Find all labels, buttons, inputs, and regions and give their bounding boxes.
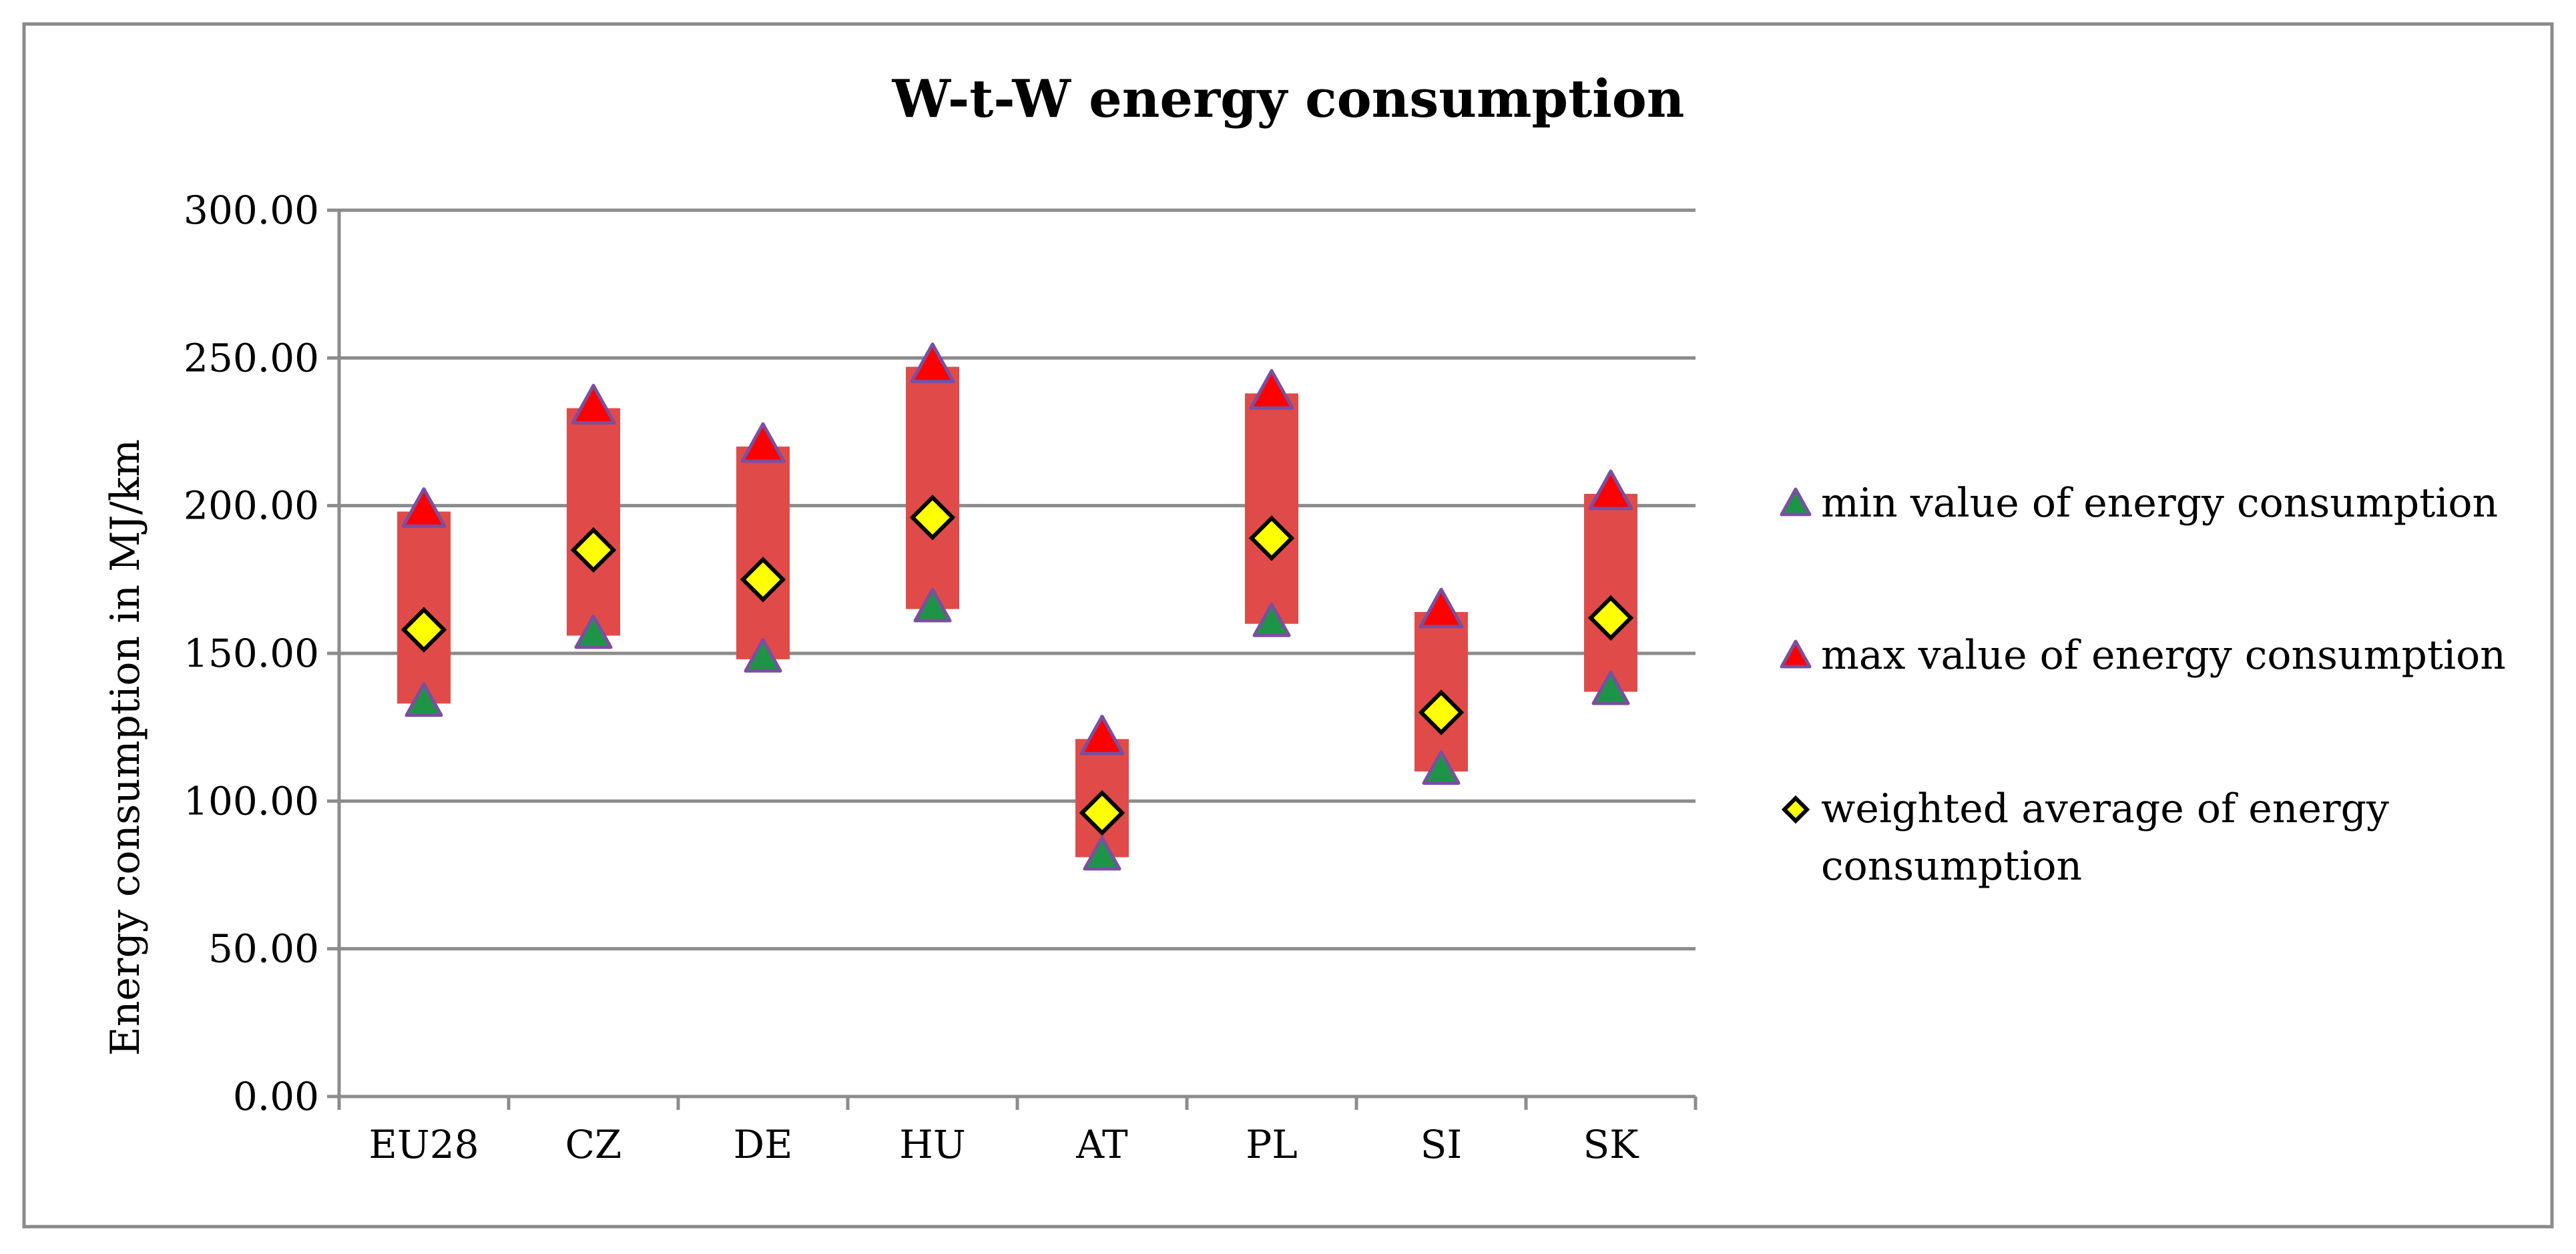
max-marker <box>1079 714 1125 755</box>
legend-min-label: min value of energy consumption <box>1821 480 2498 527</box>
legend-avg-label: weighted average of energy consumption <box>1821 786 2389 890</box>
range-bar <box>1584 493 1637 692</box>
legend: min value of energy consumption max value… <box>1780 480 2506 890</box>
min-marker <box>744 637 782 673</box>
range-bar <box>736 446 790 659</box>
chart-title: W-t-W energy consumption <box>892 69 1685 129</box>
range-bar <box>906 366 959 609</box>
avg-marker <box>401 607 447 653</box>
max-marker <box>1249 369 1294 410</box>
y-tick-label: 50.00 <box>208 926 319 972</box>
x-tick-label: PL <box>1246 1122 1298 1167</box>
avg-marker <box>1079 790 1125 836</box>
avg-marker <box>570 527 617 573</box>
legend-max-label: max value of energy consumption <box>1821 632 2506 679</box>
avg-marker <box>1248 515 1295 561</box>
min-marker <box>1591 670 1630 705</box>
x-tick-label: EU28 <box>368 1122 479 1167</box>
y-tick-label: 200.00 <box>184 483 319 529</box>
x-tick-label: SI <box>1421 1122 1463 1167</box>
y-tick-label: 0.00 <box>233 1074 319 1119</box>
min-marker <box>913 587 952 623</box>
x-tick-label: DE <box>734 1122 793 1167</box>
avg-marker <box>909 495 956 541</box>
avg-marker <box>1418 689 1465 735</box>
max-marker <box>1419 587 1464 629</box>
max-marker <box>401 487 447 528</box>
range-bars <box>397 366 1637 858</box>
gridlines <box>339 208 1696 951</box>
min-marker <box>1422 750 1461 785</box>
legend-avg-marker <box>1781 795 1810 824</box>
y-axis-label: Energy consumption in MJ/km <box>102 439 149 1056</box>
legend-max-marker <box>1780 639 1812 669</box>
avg-marker <box>1587 595 1634 641</box>
markers <box>401 342 1634 871</box>
y-tick-label: 250.00 <box>184 335 319 380</box>
x-tick-label: CZ <box>565 1122 622 1167</box>
y-tick-label: 150.00 <box>184 631 319 676</box>
axes: 0.00 50.00 100.00 150.00 200.00 250.00 300.00 E… <box>184 188 1698 1167</box>
max-marker <box>571 384 616 424</box>
min-marker <box>574 614 613 649</box>
x-tick-label: HU <box>899 1122 965 1167</box>
range-bar <box>1245 393 1298 624</box>
y-tick-label: 300.00 <box>184 188 319 233</box>
y-tick-label: 100.00 <box>184 778 319 824</box>
x-tick-label: SK <box>1583 1122 1639 1167</box>
range-bar <box>567 408 620 636</box>
legend-min-marker <box>1780 487 1812 517</box>
max-marker <box>1588 469 1633 511</box>
max-marker <box>910 342 955 384</box>
min-marker <box>1083 836 1121 871</box>
min-marker <box>405 682 443 717</box>
x-tick-label: AT <box>1075 1122 1128 1167</box>
max-marker <box>740 422 786 463</box>
min-marker <box>1252 602 1291 637</box>
avg-marker <box>740 557 786 603</box>
